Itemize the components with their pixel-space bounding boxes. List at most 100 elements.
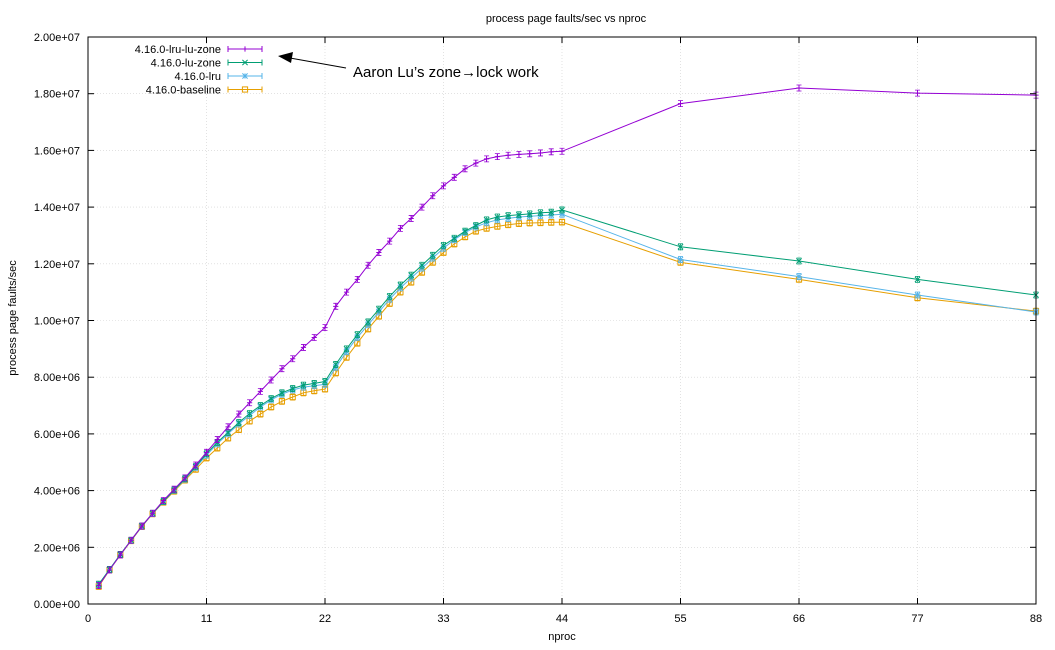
data-point xyxy=(419,204,425,210)
data-point xyxy=(246,410,253,417)
data-point xyxy=(387,238,393,244)
data-point xyxy=(483,156,490,162)
series-line xyxy=(98,209,1037,585)
data-point xyxy=(440,183,447,189)
data-point xyxy=(365,262,371,268)
data-point xyxy=(494,154,500,160)
data-point xyxy=(343,345,350,352)
data-point xyxy=(193,462,199,468)
data-point xyxy=(548,219,555,226)
data-point xyxy=(677,243,684,250)
data-point xyxy=(343,289,350,295)
data-point xyxy=(462,228,468,235)
data-point xyxy=(257,402,264,409)
data-point xyxy=(117,552,123,558)
x-tick-label: 77 xyxy=(911,613,923,625)
data-point xyxy=(483,216,490,223)
x-tick-label: 55 xyxy=(674,613,686,625)
legend-marker xyxy=(241,86,249,93)
data-point xyxy=(515,211,522,218)
legend-errorbar-cap xyxy=(227,59,263,66)
y-tick-label: 8.00e+06 xyxy=(34,372,80,384)
legend-label: 4.16.0-baseline xyxy=(146,85,221,97)
annotation-arrow-line xyxy=(289,57,347,69)
data-point xyxy=(139,523,145,529)
series-4.16.0-baseline xyxy=(95,218,1040,590)
data-point xyxy=(429,252,436,259)
legend-errorbar-cap xyxy=(227,86,263,93)
data-point xyxy=(440,242,447,249)
data-point xyxy=(278,389,285,396)
data-point xyxy=(451,174,457,180)
data-point xyxy=(96,582,102,589)
series-line xyxy=(98,221,1037,587)
data-point xyxy=(796,273,802,280)
data-point xyxy=(300,382,307,389)
data-point xyxy=(526,219,533,227)
data-point xyxy=(386,293,393,300)
data-point xyxy=(214,436,220,443)
data-point xyxy=(279,366,285,372)
data-point xyxy=(494,214,501,220)
y-tick-label: 1.20e+07 xyxy=(34,259,80,271)
data-point xyxy=(494,223,501,230)
data-point xyxy=(559,206,565,213)
legend-label: 4.16.0-lu-zone xyxy=(151,58,221,70)
data-point xyxy=(451,235,458,242)
data-point xyxy=(289,385,296,392)
data-point xyxy=(430,193,436,199)
data-point xyxy=(376,249,382,256)
legend-marker xyxy=(242,46,248,52)
legend-marker xyxy=(242,59,248,66)
data-point xyxy=(537,219,544,226)
data-point xyxy=(914,90,921,96)
legend: 4.16.0-lru-lu-zone 4.16.0-lu-zone4.16.0-l… xyxy=(135,44,263,97)
data-point xyxy=(225,424,231,430)
data-point xyxy=(515,220,523,227)
x-tick-label: 0 xyxy=(85,613,91,625)
data-point xyxy=(235,419,242,426)
data-point xyxy=(300,344,307,351)
data-point xyxy=(290,356,296,362)
x-tick-label: 11 xyxy=(201,613,212,625)
data-point xyxy=(677,256,684,263)
data-point xyxy=(311,334,317,341)
data-point xyxy=(505,152,511,158)
y-tick-label: 2.00e+06 xyxy=(34,542,80,554)
data-point xyxy=(527,151,533,157)
data-point xyxy=(419,262,425,269)
x-tick-label: 44 xyxy=(556,613,568,625)
data-point xyxy=(505,221,512,228)
data-point xyxy=(268,395,275,402)
data-point xyxy=(914,292,921,298)
data-point xyxy=(548,149,554,155)
data-point xyxy=(537,150,544,156)
data-point xyxy=(559,148,565,154)
data-point xyxy=(559,211,565,218)
data-point xyxy=(289,393,296,401)
data-point xyxy=(225,429,231,436)
data-point xyxy=(354,276,360,282)
series-4.16.0-lru xyxy=(95,210,1039,589)
data-point xyxy=(375,306,382,313)
data-point xyxy=(246,400,253,406)
data-point xyxy=(333,303,339,309)
y-tick-label: 0.00e+00 xyxy=(34,599,80,611)
legend-marker xyxy=(242,73,248,79)
data-point xyxy=(332,361,339,368)
legend-errorbar-cap xyxy=(227,73,263,79)
annotation-text: Aaron Lu’s zone→lock work xyxy=(353,64,539,81)
data-point xyxy=(796,85,802,91)
data-point xyxy=(106,567,113,573)
data-point xyxy=(526,210,533,217)
data-point xyxy=(365,318,372,325)
data-point xyxy=(171,486,177,492)
grid xyxy=(88,37,1036,604)
data-point xyxy=(397,282,404,289)
data-point xyxy=(505,212,512,219)
data-point xyxy=(462,166,468,172)
x-tick-label: 88 xyxy=(1030,613,1042,625)
chart-title: process page faults/sec vs nproc xyxy=(486,13,647,25)
data-point xyxy=(548,209,555,216)
